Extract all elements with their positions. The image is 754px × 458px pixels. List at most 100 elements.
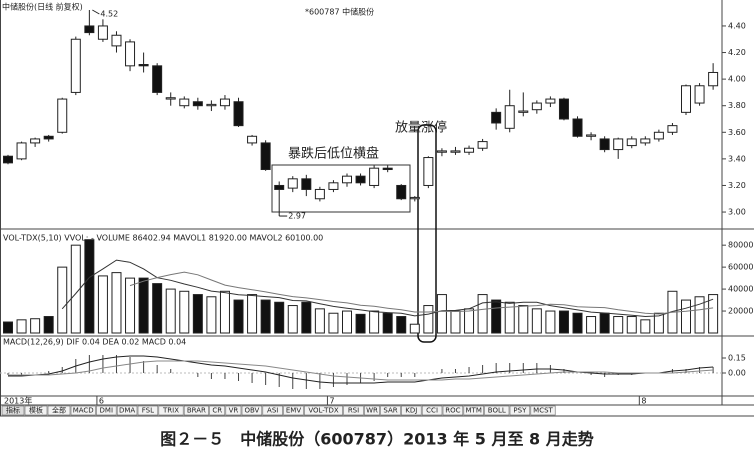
candle-body <box>301 178 312 190</box>
y-tick-label: 40000 <box>728 285 753 294</box>
toolbar-tab-label[interactable]: TRIX <box>162 407 179 415</box>
candle-body <box>16 142 27 160</box>
toolbar-tab[interactable] <box>47 405 71 416</box>
volume-bar <box>165 288 176 334</box>
toolbar-tab[interactable] <box>364 405 380 416</box>
volume-bar <box>152 283 163 334</box>
toolbar-tab[interactable] <box>96 405 117 416</box>
volume-bar <box>3 321 13 334</box>
candle-body <box>287 178 298 189</box>
candle-body <box>396 184 407 200</box>
volume-bar <box>681 299 691 334</box>
toolbar-tab-label[interactable]: DMI <box>100 407 114 415</box>
toolbar-tab[interactable] <box>304 405 343 416</box>
volume-bar <box>613 316 624 334</box>
dif-line <box>8 355 714 384</box>
toolbar-tab-label[interactable]: WR <box>366 407 378 415</box>
volume-bar <box>464 308 475 334</box>
toolbar: 指标 模板 全部 MACD DMI DMA FSL TRIX BRAR CR VR OBV ASI EMV… <box>1 405 556 416</box>
volume-bar <box>423 305 434 334</box>
toolbar-tab[interactable] <box>484 405 510 416</box>
volume-bar <box>125 277 136 334</box>
candle-body <box>708 71 719 87</box>
toolbar-tab-label[interactable]: DMA <box>119 407 135 415</box>
candle-body <box>111 34 122 47</box>
y-tick-label: 3.40 <box>728 154 746 163</box>
toolbar-tab[interactable] <box>70 405 96 416</box>
volume-bar <box>30 318 41 334</box>
candle-body <box>518 110 529 113</box>
toolbar-tab-label[interactable]: KDJ <box>405 407 417 415</box>
toolbar-tab-label[interactable]: VR <box>229 407 239 415</box>
toolbar-tab-label[interactable]: MTM <box>466 407 482 415</box>
toolbar-tab-label[interactable]: ASI <box>267 407 278 415</box>
toolbar-tab-label[interactable]: MCST <box>533 407 553 415</box>
volume-bar <box>572 312 583 334</box>
caption: 图２－５ 中储股份（600787）2013 年 5 月至 8 月走势 <box>160 430 593 449</box>
toolbar-tab-label[interactable]: RSI <box>348 407 359 415</box>
toolbar-tab[interactable] <box>137 405 159 416</box>
y-tick-label: 4.20 <box>728 48 746 57</box>
candle-body <box>57 98 68 133</box>
toolbar-tab-label[interactable]: CR <box>212 407 222 415</box>
candle-body <box>572 118 583 137</box>
toolbar-tab-label[interactable]: 指标 <box>6 406 20 415</box>
toolbar-tab-label[interactable]: SAR <box>383 407 397 415</box>
toolbar-tab[interactable] <box>209 405 226 416</box>
toolbar-tab[interactable] <box>509 405 531 416</box>
toolbar-tab-label[interactable]: PSY <box>513 407 527 415</box>
annotation: 2.97 <box>288 212 306 221</box>
toolbar-tab[interactable] <box>530 405 556 416</box>
volume-bar <box>247 294 258 334</box>
candle-body <box>464 147 475 153</box>
toolbar-tab-label[interactable]: VOL-TDX <box>308 407 339 415</box>
candle-body <box>70 38 81 93</box>
toolbar-tab-label[interactable]: BOLL <box>488 407 506 415</box>
candle-body <box>382 167 393 171</box>
toolbar-tab-label[interactable]: 模板 <box>29 406 43 415</box>
candle-body <box>314 188 325 200</box>
toolbar-tab[interactable] <box>262 405 283 416</box>
toolbar-tab-label[interactable]: EMV <box>286 407 301 415</box>
volume-header: VOL-TDX(5,10) VVOL: - VOLUME 86402.94 MA… <box>3 234 323 243</box>
toolbar-tab-label[interactable]: BRAR <box>187 407 206 415</box>
y-tick-label: 4.00 <box>728 75 746 84</box>
volume-ma-line <box>61 259 714 318</box>
volume-bar <box>436 294 447 334</box>
dea-line <box>8 360 714 381</box>
toolbar-tab-label[interactable]: CCI <box>426 407 438 415</box>
candle-body <box>545 98 556 104</box>
toolbar-tab[interactable] <box>183 405 209 416</box>
candle-body <box>247 135 258 144</box>
toolbar-tab-label[interactable]: OBV <box>244 407 259 415</box>
volume-bar <box>43 316 54 334</box>
toolbar-tab-label[interactable]: 全部 <box>52 406 66 415</box>
y-tick-label: 3.20 <box>728 181 746 190</box>
toolbar-tab[interactable] <box>1 405 25 416</box>
toolbar-tab-label[interactable]: MACD <box>73 407 94 415</box>
toolbar-tab[interactable] <box>442 405 464 416</box>
toolbar-tab-label[interactable]: ROC <box>445 407 460 415</box>
toolbar-tab[interactable] <box>463 405 484 416</box>
toolbar-tab[interactable] <box>283 405 304 416</box>
volume-bar <box>599 312 610 334</box>
toolbar-tab[interactable] <box>401 405 422 416</box>
toolbar-tab[interactable] <box>225 405 242 416</box>
limit-up-highlight <box>417 124 437 343</box>
toolbar-tab[interactable] <box>116 405 138 416</box>
toolbar-tab[interactable] <box>158 405 184 416</box>
x-tick-label: 2013年 <box>4 396 32 406</box>
toolbar-tab[interactable] <box>380 405 401 416</box>
toolbar-tab[interactable] <box>421 405 443 416</box>
toolbar-tab-label[interactable]: FSL <box>142 407 154 415</box>
candle-body <box>30 138 41 144</box>
volume-bar <box>287 305 298 334</box>
candle-body <box>219 98 230 107</box>
candle-body <box>274 184 285 190</box>
toolbar-tab[interactable] <box>241 405 263 416</box>
candle-body <box>233 101 244 127</box>
toolbar-tab[interactable] <box>24 405 48 416</box>
toolbar-tab[interactable] <box>343 405 364 416</box>
candle-body <box>653 131 664 140</box>
